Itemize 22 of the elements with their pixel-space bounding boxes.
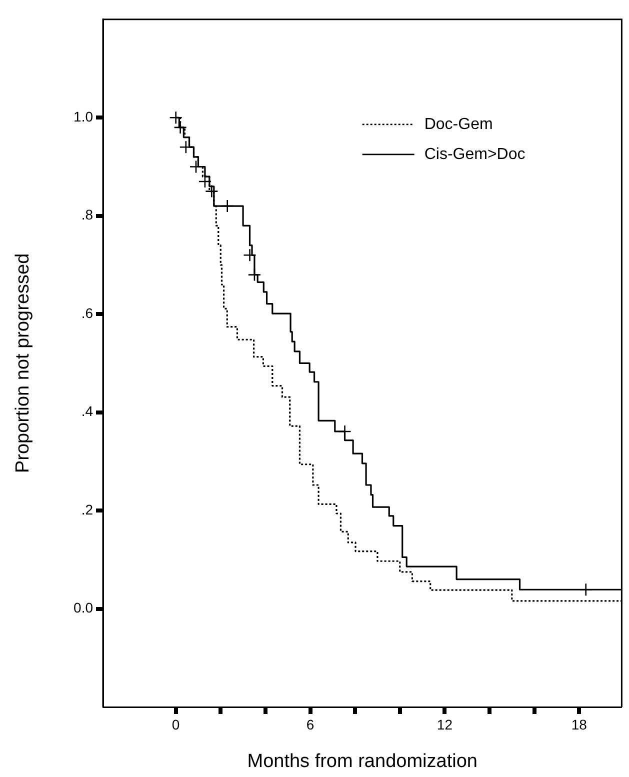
y-tick-label: .8 [81, 206, 94, 223]
point [198, 174, 212, 188]
point [205, 184, 218, 198]
x-tick-label: 18 [571, 716, 588, 732]
point [248, 268, 262, 282]
point [179, 140, 193, 154]
y-tick-label: .4 [81, 403, 94, 420]
point [169, 110, 182, 124]
y-tick-label: 1.0 [74, 108, 94, 124]
point [579, 582, 592, 596]
y-tick-label: .2 [81, 501, 94, 518]
y-tick-label: .6 [81, 304, 94, 321]
y-axis-title: Proportion not progressed [12, 253, 34, 474]
x-tick-label: 6 [306, 716, 314, 732]
point [220, 199, 234, 213]
y-tick-label: 0.0 [74, 600, 94, 616]
legend-label: Doc-Gem [424, 116, 493, 133]
legend-label: Cis-Gem>Doc [424, 146, 526, 163]
point [243, 248, 256, 262]
x-tick-label: 0 [172, 716, 180, 732]
x-axis-title: Months from randomization [247, 750, 478, 772]
x-tick-label: 12 [436, 716, 453, 732]
